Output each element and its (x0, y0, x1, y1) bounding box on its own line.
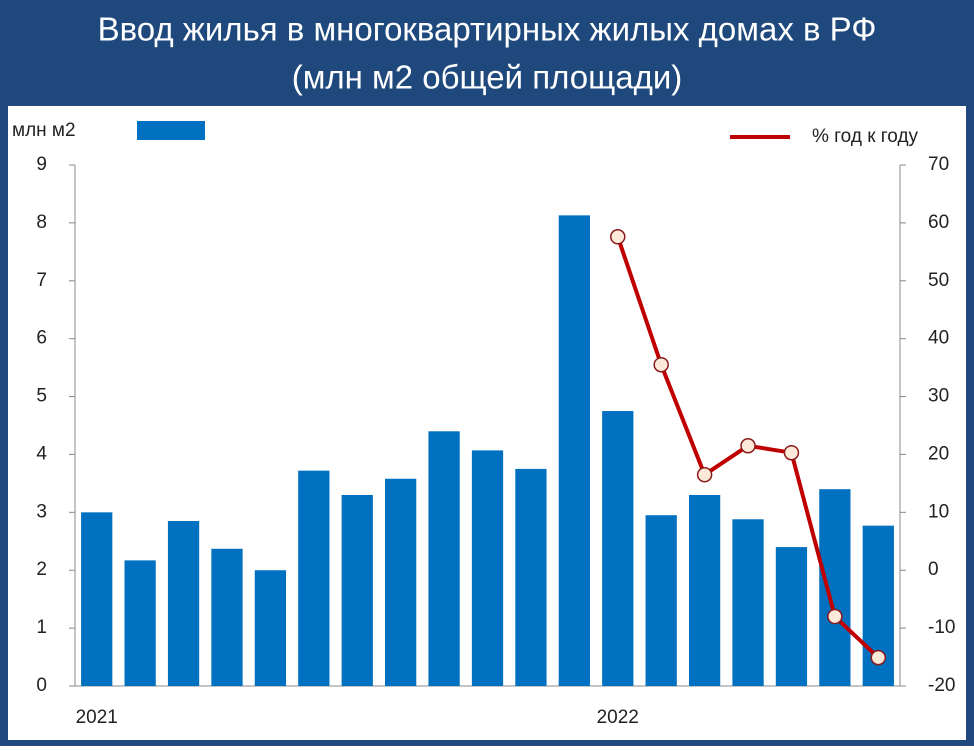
bar (167, 521, 200, 686)
bar (688, 494, 721, 686)
bar (81, 512, 113, 686)
x-tick-label: 2022 (597, 707, 639, 728)
bar (775, 547, 808, 686)
bar (471, 450, 504, 686)
y2-tick-label: 70 (928, 154, 949, 175)
y-tick-label: 5 (36, 386, 47, 407)
bar (298, 470, 330, 686)
y2-tick-label: 30 (928, 386, 949, 407)
marker (783, 444, 800, 461)
y-tick-label: 1 (36, 617, 47, 638)
bar (211, 548, 243, 686)
bar (819, 489, 851, 686)
y-tick-label: 0 (36, 675, 47, 696)
bar (341, 494, 373, 686)
y-tick-label: 9 (36, 154, 47, 175)
marker (653, 356, 669, 373)
legend-label: % год к году (812, 126, 919, 147)
y2-tick-label: 10 (928, 501, 949, 522)
y-axis-label: млн м2 (12, 120, 76, 141)
y2-tick-label: -10 (928, 617, 955, 638)
y-tick-label: 7 (36, 270, 47, 291)
y-tick-label: 8 (36, 212, 47, 233)
marker (740, 438, 756, 454)
y-tick-label: 3 (36, 501, 47, 522)
bar (602, 411, 634, 686)
bar (124, 560, 156, 686)
bar (385, 478, 417, 686)
y2-tick-label: -20 (928, 675, 955, 696)
bar (645, 515, 677, 686)
marker (827, 608, 843, 625)
y-tick-label: 6 (36, 328, 47, 349)
y-tick-label: 2 (36, 559, 47, 580)
legend-swatch (137, 121, 205, 140)
y2-tick-label: 50 (928, 270, 949, 291)
chart-subtitle: (млн м2 общей площади) (292, 59, 683, 96)
y2-tick-label: 40 (928, 328, 949, 349)
y2-tick-label: 60 (928, 212, 949, 233)
bar (558, 215, 590, 686)
bar (515, 468, 547, 686)
y2-tick-label: 0 (928, 559, 939, 580)
y2-tick-label: 20 (928, 443, 949, 464)
chart-title: Ввод жилья в многоквартирных жилых домах… (98, 11, 877, 48)
marker (610, 229, 626, 245)
bar (732, 519, 764, 686)
bar (428, 431, 460, 686)
x-tick-label: 2021 (76, 707, 118, 728)
marker (870, 649, 887, 666)
y-tick-label: 4 (36, 443, 47, 464)
bar (254, 570, 287, 686)
marker (696, 466, 713, 483)
